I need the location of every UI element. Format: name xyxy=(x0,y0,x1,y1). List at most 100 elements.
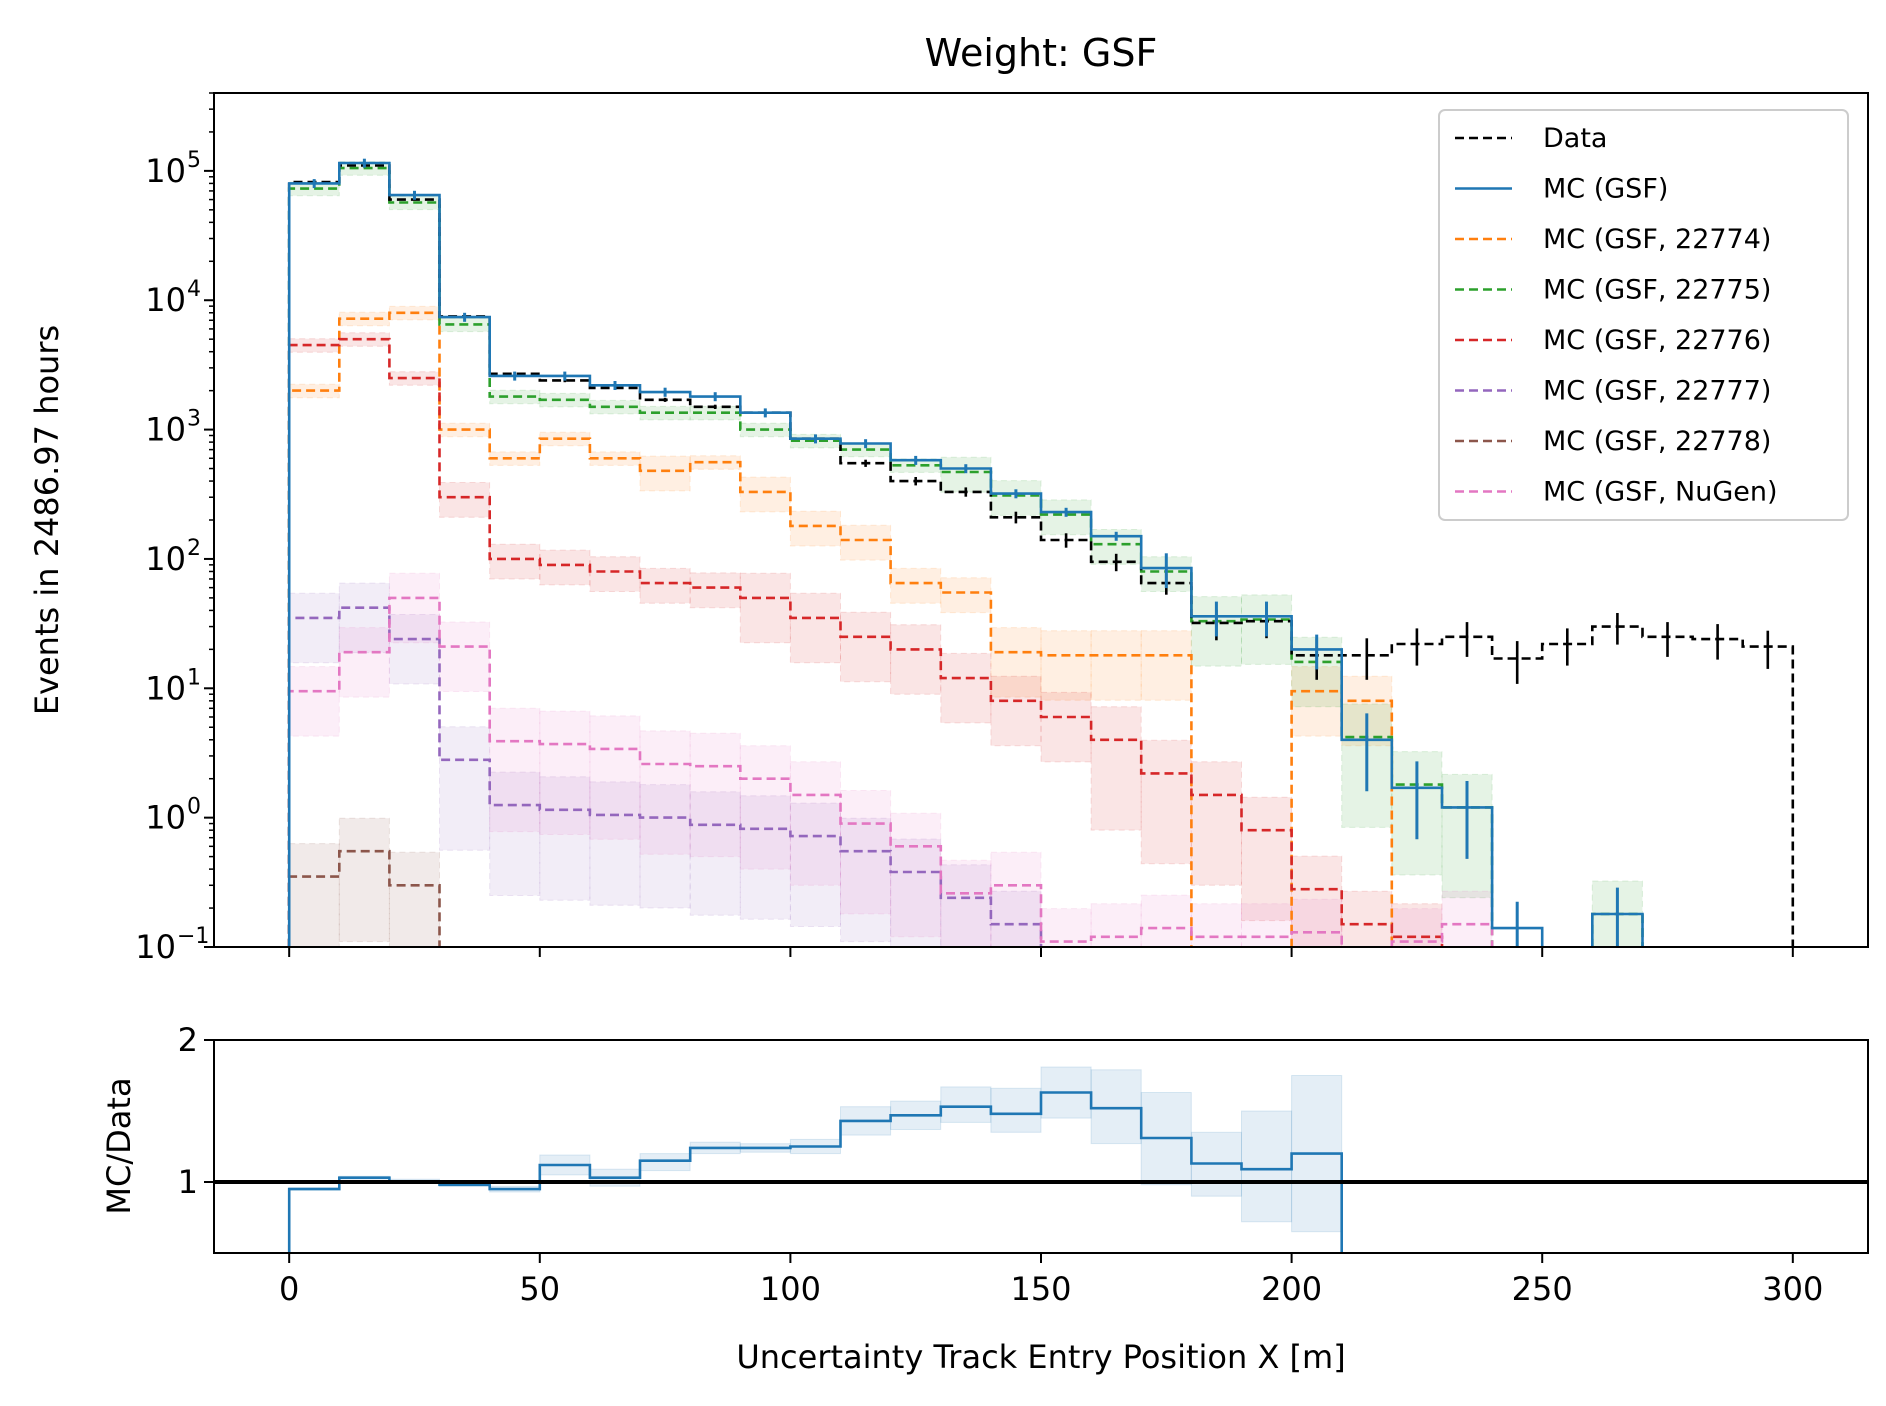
main-y-axis-label: Events in 2486.97 hours xyxy=(28,325,66,715)
uncertainty-band xyxy=(789,802,842,927)
legend: Data MC (GSF) MC (GSF, 22774) MC (GSF, 2277… xyxy=(1438,109,1849,521)
x-tick-label: 100 xyxy=(760,1270,821,1308)
uncertainty-band xyxy=(739,745,791,870)
ratio-uncertainty-band xyxy=(990,1087,1042,1133)
x-tick-label: 300 xyxy=(1762,1270,1823,1308)
uncertainty-band xyxy=(439,482,491,518)
uncertainty-band xyxy=(890,838,942,947)
uncertainty-band xyxy=(388,572,440,644)
uncertainty-band xyxy=(739,572,791,644)
y-tick-label: 10 xyxy=(145,799,186,837)
uncertainty-band xyxy=(1040,630,1092,701)
legend-box xyxy=(1438,109,1849,521)
y-tick-exponent: 4 xyxy=(187,277,201,302)
uncertainty-band xyxy=(288,666,340,737)
uncertainty-band xyxy=(1040,499,1092,536)
uncertainty-band xyxy=(1090,706,1142,831)
legend-label: MC (GSF, 22776) xyxy=(1543,325,1771,356)
uncertainty-band xyxy=(890,624,942,695)
y-tick-exponent: 2 xyxy=(187,536,201,561)
uncertainty-band xyxy=(288,592,340,664)
uncertainty-band xyxy=(890,567,942,604)
uncertainty-band xyxy=(840,817,892,943)
uncertainty-band xyxy=(840,611,892,683)
uncertainty-band xyxy=(338,582,390,654)
uncertainty-band xyxy=(1090,903,1142,947)
uncertainty-band xyxy=(1241,903,1293,947)
uncertainty-band xyxy=(1190,761,1243,886)
y-tick-exponent: 5 xyxy=(187,148,201,173)
uncertainty-band xyxy=(1140,630,1192,701)
ratio-uncertainty-band xyxy=(1090,1069,1142,1145)
uncertainty-band xyxy=(388,851,440,947)
y-tick-label: 10 xyxy=(145,411,186,449)
x-tick-label: 200 xyxy=(1261,1270,1322,1308)
uncertainty-band xyxy=(789,761,842,886)
x-tick-label: 250 xyxy=(1512,1270,1573,1308)
uncertainty-band xyxy=(990,627,1042,698)
y-tick-label: 10 xyxy=(135,928,176,966)
x-tick-label: 150 xyxy=(1010,1270,1071,1308)
uncertainty-band xyxy=(940,577,992,614)
uncertainty-band xyxy=(990,851,1042,947)
legend-label: MC (GSF, 22775) xyxy=(1543,275,1771,306)
uncertainty-band xyxy=(990,675,1042,747)
legend-label: MC (GSF, NuGen) xyxy=(1543,477,1778,508)
x-axis-label: Uncertainty Track Entry Position X [m] xyxy=(736,1338,1345,1376)
uncertainty-band xyxy=(940,652,992,724)
uncertainty-band xyxy=(639,730,691,855)
chart-title: Weight: GSF xyxy=(925,31,1158,75)
uncertainty-band xyxy=(439,621,491,692)
uncertainty-band xyxy=(639,784,691,909)
uncertainty-band xyxy=(589,556,641,593)
ratio-y-tick-label: 2 xyxy=(178,1021,198,1059)
y-tick-exponent: 0 xyxy=(187,795,201,820)
uncertainty-band xyxy=(1040,691,1092,763)
uncertainty-band xyxy=(739,795,791,920)
uncertainty-band xyxy=(639,455,691,492)
ratio-uncertainty-band xyxy=(639,1153,691,1172)
series-line-mc-gsf-22777 xyxy=(287,606,1043,947)
uncertainty-band xyxy=(539,710,591,835)
y-tick-label: 10 xyxy=(145,540,186,578)
uncertainty-band xyxy=(990,890,1042,947)
uncertainty-band xyxy=(1140,739,1192,865)
series-line-mc-gsf-nugen xyxy=(287,596,1494,947)
series-line-data xyxy=(287,164,1795,947)
ratio-uncertainty-band xyxy=(1241,1110,1293,1223)
uncertainty-band xyxy=(789,510,842,547)
uncertainty-band xyxy=(439,726,491,851)
uncertainty-band xyxy=(1391,903,1443,947)
y-tick-label: 10 xyxy=(145,669,186,707)
uncertainty-band xyxy=(1441,890,1493,947)
uncertainty-band xyxy=(589,715,641,840)
uncertainty-band xyxy=(1190,903,1243,947)
series-line-mc-gsf-22778 xyxy=(287,849,441,947)
y-tick-exponent: −1 xyxy=(177,924,209,949)
y-tick-exponent: 1 xyxy=(187,665,201,690)
y-tick-exponent: 3 xyxy=(187,407,201,432)
uncertainty-band xyxy=(789,592,842,664)
uncertainty-band xyxy=(338,817,390,943)
ratio-y-tick-label: 1 xyxy=(178,1163,198,1201)
uncertainty-band xyxy=(388,614,440,685)
uncertainty-band xyxy=(1140,894,1192,947)
uncertainty-band xyxy=(940,859,992,947)
uncertainty-band xyxy=(489,707,541,833)
uncertainty-band xyxy=(489,771,541,896)
x-tick-label: 50 xyxy=(519,1270,560,1308)
uncertainty-band xyxy=(940,864,992,947)
legend-label: Data xyxy=(1543,123,1607,154)
legend-label: MC (GSF, 22774) xyxy=(1543,224,1771,255)
ratio-uncertainty-band xyxy=(940,1086,992,1123)
y-tick-label: 10 xyxy=(145,152,186,190)
legend-label: MC (GSF, 22777) xyxy=(1543,376,1771,407)
uncertainty-band xyxy=(840,524,892,561)
uncertainty-band xyxy=(689,791,741,916)
uncertainty-band xyxy=(1291,898,1343,947)
uncertainty-band xyxy=(1090,630,1142,701)
uncertainty-band xyxy=(539,776,591,901)
uncertainty-band xyxy=(639,567,691,604)
uncertainty-band xyxy=(539,549,591,586)
